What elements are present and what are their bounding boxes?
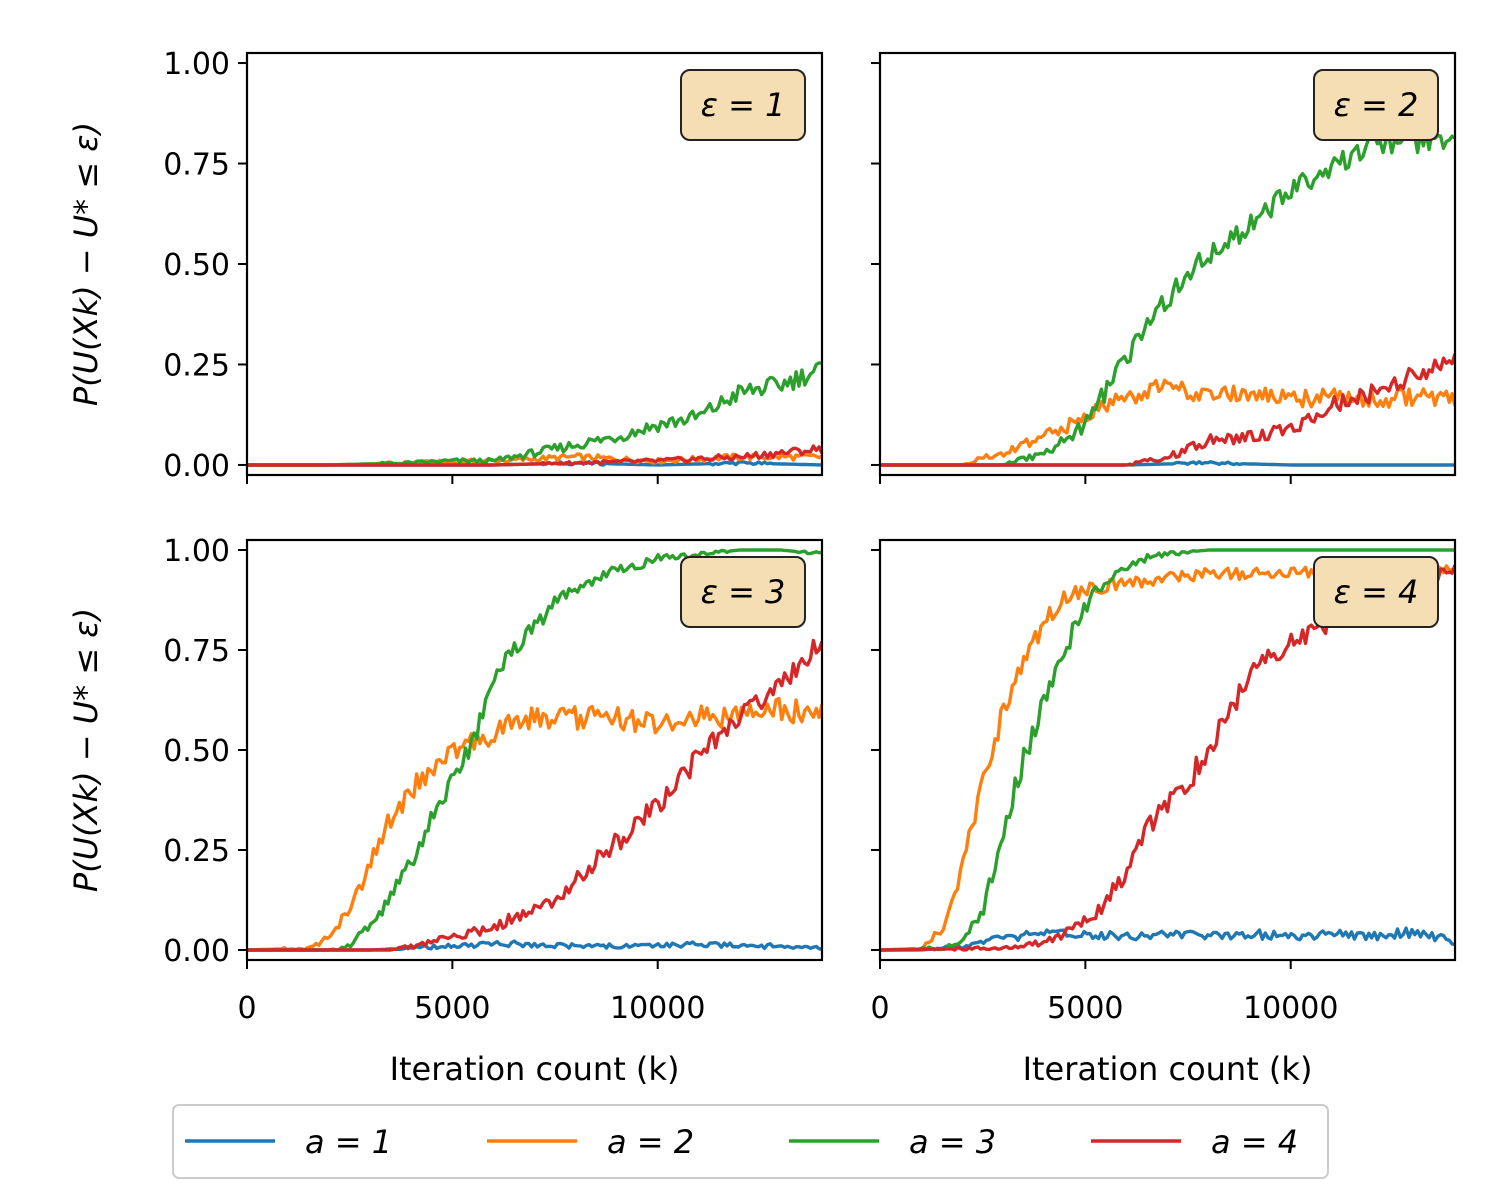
y-tick-label: 1.00 xyxy=(163,47,230,82)
y-axis-label: P(U(Xk) − U* ≤ ε) xyxy=(67,122,105,406)
y-tick-label: 0.25 xyxy=(163,834,230,869)
series-line-a3 xyxy=(880,548,1455,952)
series-line-a4 xyxy=(247,638,822,952)
epsilon-box xyxy=(680,556,806,628)
x-tick-label: 0 xyxy=(237,991,256,1026)
legend: a = 1 a = 2 a = 3 a = 4 xyxy=(172,1104,1329,1179)
y-tick-label: 0.75 xyxy=(163,634,230,669)
series-line-a4 xyxy=(247,444,822,467)
x-tick-label: 10000 xyxy=(610,991,705,1026)
epsilon-label: ε = 4 xyxy=(1334,573,1419,611)
epsilon-label: ε = 2 xyxy=(1334,86,1419,124)
legend-label-a2: a = 2 xyxy=(607,1123,694,1161)
series-line-a3 xyxy=(247,548,822,952)
y-tick-label: 0.00 xyxy=(163,449,230,484)
x-tick-label: 10000 xyxy=(1243,991,1338,1026)
epsilon-label: ε = 3 xyxy=(701,573,786,611)
series-line-a2 xyxy=(247,696,822,952)
epsilon-label: ε = 1 xyxy=(701,86,786,124)
x-tick-label: 5000 xyxy=(414,991,490,1026)
y-tick-label: 1.00 xyxy=(163,534,230,569)
series-line-a1 xyxy=(880,926,1455,952)
x-axis-label: Iteration count (k) xyxy=(1023,1050,1313,1088)
chart-panel-4: 0 5000 10000 Iteration count (k) ε = 4 xyxy=(870,538,1457,1088)
y-tick-label: 0.25 xyxy=(163,348,230,383)
legend-label-a3: a = 3 xyxy=(909,1123,996,1161)
series-line-a3 xyxy=(247,361,822,467)
chart-panel-1: 0.00 0.25 0.50 0.75 1.00 P(U(Xk) − U* ≤ ε) ε =… xyxy=(67,47,824,484)
chart-panel-2: ε = 2 xyxy=(871,51,1457,484)
y-tick-label: 0.50 xyxy=(163,248,230,283)
epsilon-box xyxy=(1313,556,1439,628)
legend-label-a4: a = 4 xyxy=(1211,1123,1298,1161)
x-axis-label: Iteration count (k) xyxy=(390,1050,680,1088)
series-line-a4 xyxy=(880,353,1455,467)
y-tick-label: 0.50 xyxy=(163,734,230,769)
x-tick-label: 0 xyxy=(870,991,889,1026)
legend-label-a1: a = 1 xyxy=(305,1123,392,1161)
epsilon-box xyxy=(1313,69,1439,141)
x-tick-label: 5000 xyxy=(1047,991,1123,1026)
legend-frame xyxy=(172,1104,1329,1179)
epsilon-box xyxy=(680,69,806,141)
y-tick-label: 0.75 xyxy=(163,148,230,183)
y-axis-label: P(U(Xk) − U* ≤ ε) xyxy=(67,608,105,892)
chart-panel-3: 0.00 0.25 0.50 0.75 1.00 0 5000 10000 Iteration … xyxy=(67,534,824,1088)
series-line-a3 xyxy=(880,130,1455,467)
y-tick-label: 0.00 xyxy=(163,934,230,969)
